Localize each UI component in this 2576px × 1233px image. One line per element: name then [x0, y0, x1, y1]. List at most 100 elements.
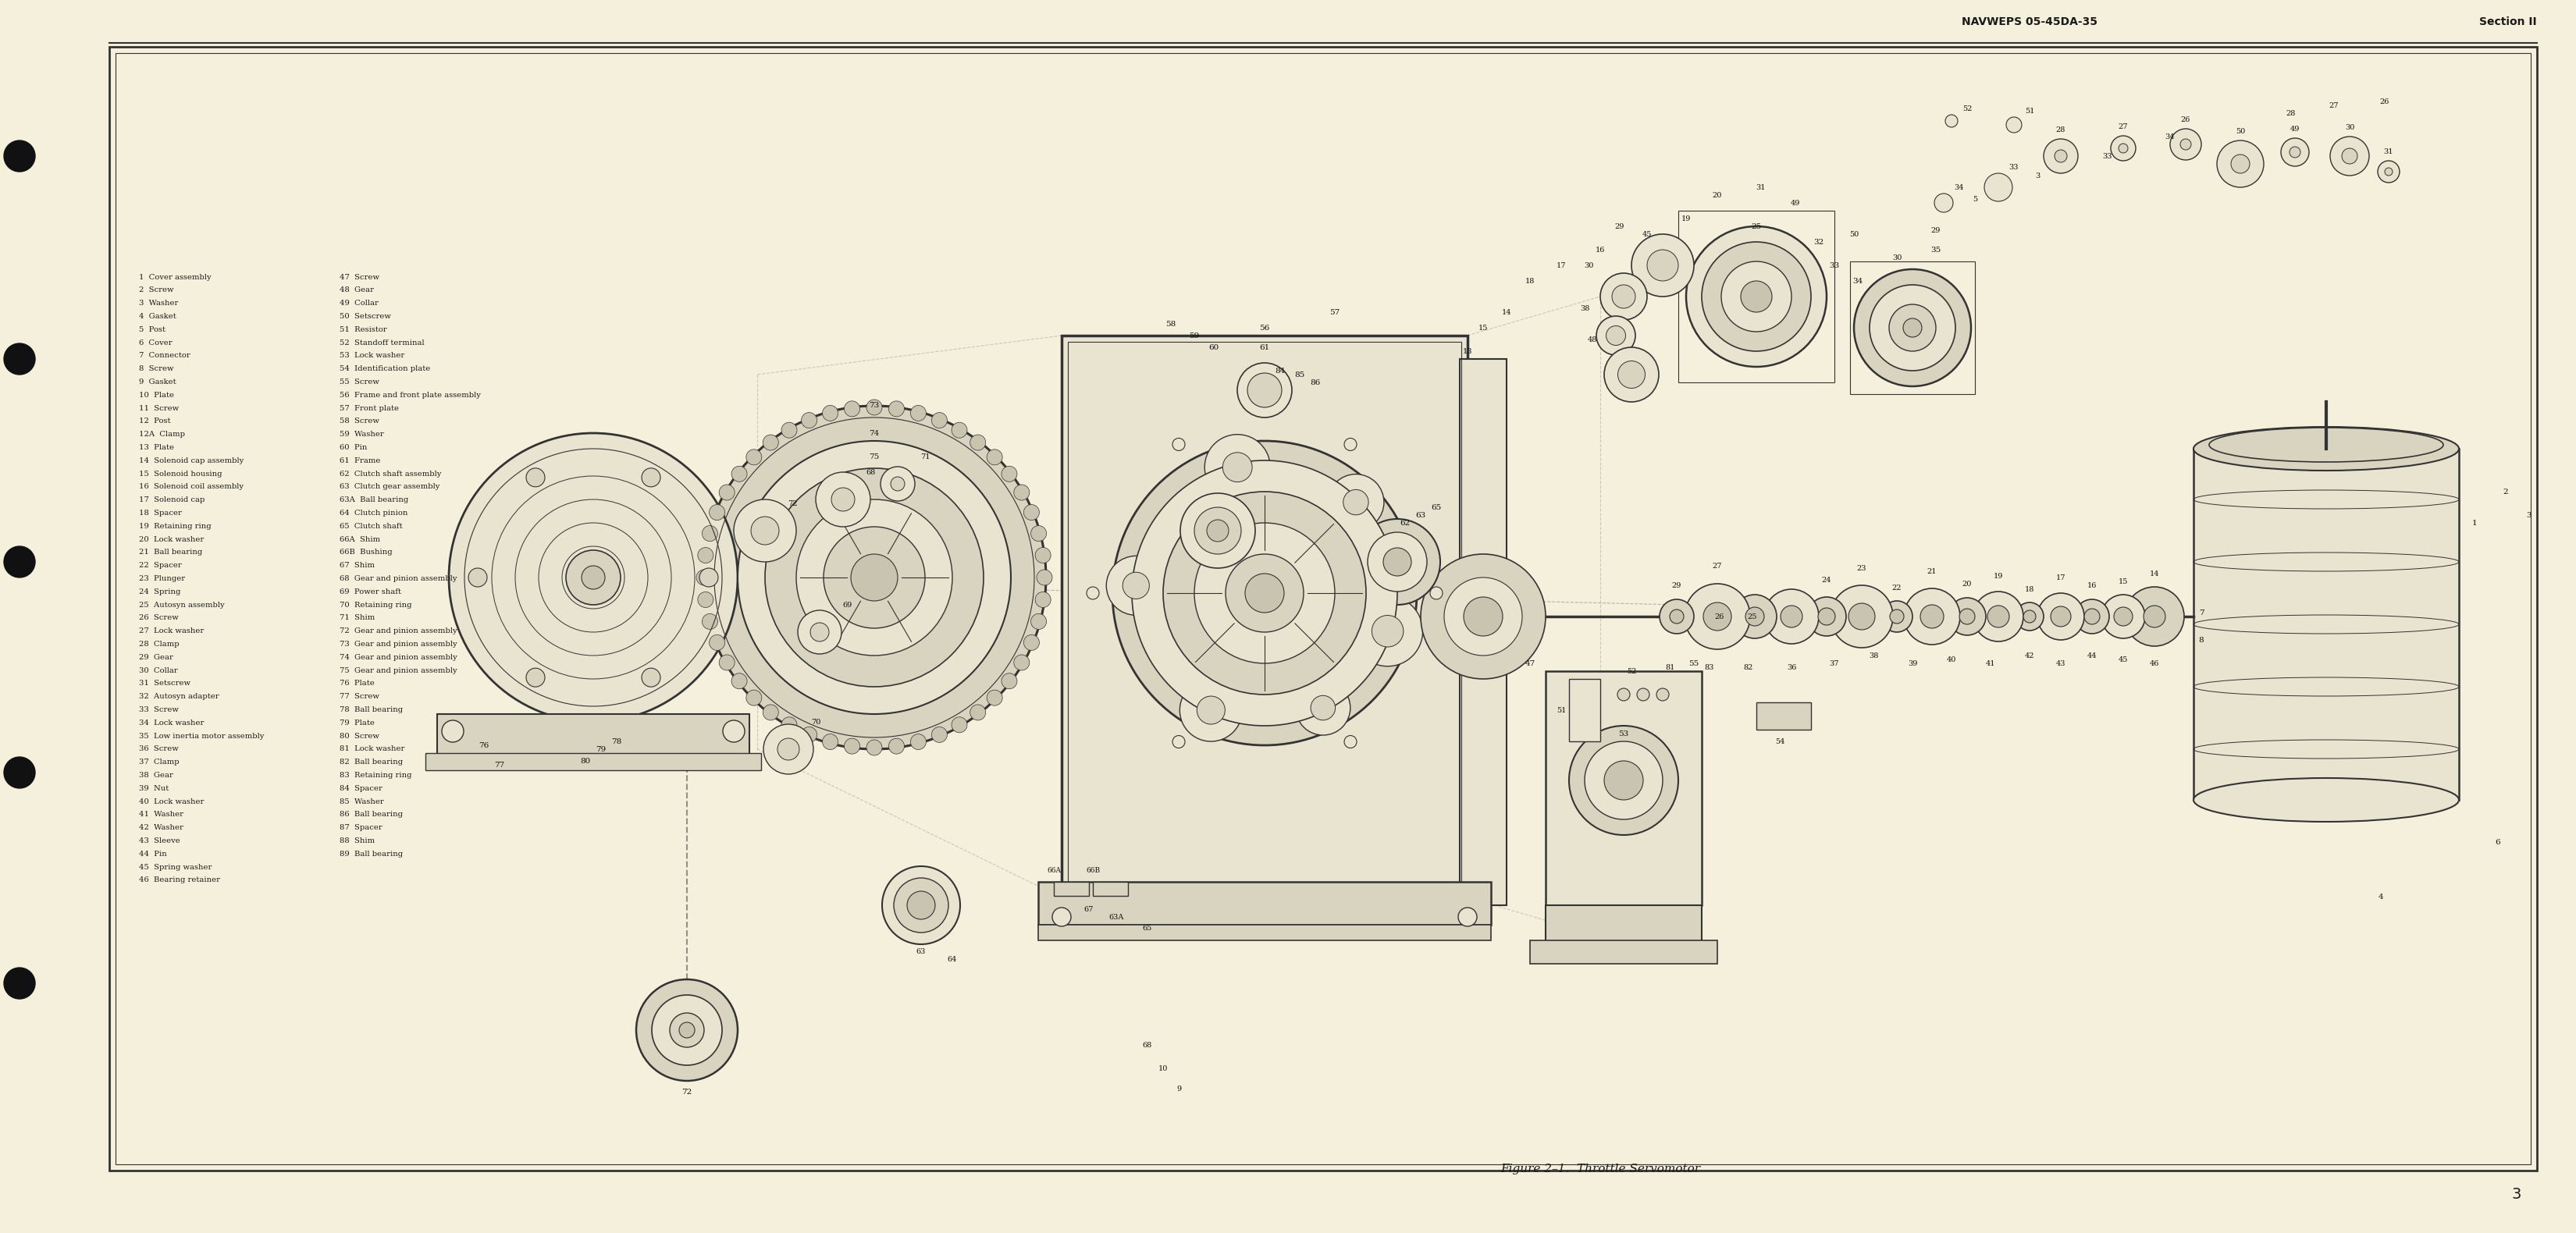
Circle shape [845, 739, 860, 753]
Text: 5: 5 [1973, 196, 1978, 202]
Text: 65  Clutch shaft: 65 Clutch shaft [340, 523, 402, 530]
Circle shape [1036, 547, 1051, 563]
Text: 16: 16 [2087, 582, 2097, 589]
Circle shape [907, 891, 935, 920]
Circle shape [1605, 326, 1625, 345]
Text: 59  Washer: 59 Washer [340, 430, 384, 438]
Circle shape [1105, 556, 1167, 615]
Text: 43: 43 [2056, 660, 2066, 667]
Circle shape [1172, 736, 1185, 748]
Text: 9  Gasket: 9 Gasket [139, 379, 175, 386]
Bar [1757, 703, 1811, 730]
Circle shape [822, 734, 837, 750]
Text: 15  Solenoid housing: 15 Solenoid housing [139, 470, 222, 477]
Circle shape [708, 504, 724, 520]
Text: 73  Gear and pinion assembly: 73 Gear and pinion assembly [340, 641, 456, 647]
Text: 22: 22 [1891, 584, 1901, 591]
Text: 69  Power shaft: 69 Power shaft [340, 588, 402, 596]
Text: 26: 26 [2380, 97, 2391, 105]
Circle shape [1123, 572, 1149, 599]
Text: 33  Screw: 33 Screw [139, 707, 178, 713]
Circle shape [1584, 741, 1662, 820]
Circle shape [933, 726, 948, 742]
Circle shape [1685, 583, 1749, 650]
Circle shape [1819, 608, 1834, 625]
Text: 34: 34 [1955, 184, 1963, 191]
Circle shape [881, 466, 914, 501]
Circle shape [1891, 609, 1904, 624]
Circle shape [1631, 234, 1695, 297]
Text: 17: 17 [2056, 575, 2066, 581]
Circle shape [951, 718, 966, 732]
Circle shape [1352, 596, 1422, 666]
Circle shape [2169, 128, 2202, 160]
Text: 46  Bearing retainer: 46 Bearing retainer [139, 877, 219, 884]
Circle shape [1087, 587, 1100, 599]
Text: 86  Ball bearing: 86 Ball bearing [340, 811, 402, 817]
Circle shape [889, 739, 904, 753]
Circle shape [701, 568, 719, 587]
Text: 81: 81 [1667, 663, 1674, 671]
Text: 89  Ball bearing: 89 Ball bearing [340, 851, 402, 857]
Circle shape [1870, 285, 1955, 371]
Text: 67: 67 [1084, 905, 1095, 912]
Text: 64: 64 [948, 957, 958, 963]
Circle shape [1198, 697, 1226, 724]
Bar [1061, 335, 1468, 898]
Text: 19  Retaining ring: 19 Retaining ring [139, 523, 211, 530]
Circle shape [641, 668, 659, 687]
Text: 33: 33 [2009, 164, 2020, 170]
Circle shape [732, 466, 747, 482]
Bar [1461, 359, 1507, 905]
Text: 27: 27 [2329, 102, 2339, 109]
Circle shape [781, 718, 796, 732]
Text: 56  Frame and front plate assembly: 56 Frame and front plate assembly [340, 392, 482, 398]
Circle shape [762, 435, 778, 450]
Text: 88  Shim: 88 Shim [340, 837, 374, 845]
Text: 65: 65 [1432, 504, 1443, 510]
Circle shape [1172, 438, 1185, 450]
Text: 46: 46 [2148, 660, 2159, 667]
Text: 12  Post: 12 Post [139, 418, 170, 424]
Circle shape [1618, 688, 1631, 700]
Text: 1  Cover assembly: 1 Cover assembly [139, 274, 211, 281]
Circle shape [1236, 363, 1293, 418]
Text: 83: 83 [1705, 663, 1716, 671]
Text: 39: 39 [1909, 660, 1917, 667]
Circle shape [1765, 589, 1819, 644]
Circle shape [1002, 673, 1018, 689]
Circle shape [889, 401, 904, 417]
Circle shape [448, 433, 737, 721]
Text: 73: 73 [868, 402, 878, 409]
Bar [1850, 261, 1976, 395]
Text: 13  Plate: 13 Plate [139, 444, 175, 451]
Circle shape [5, 141, 36, 171]
Circle shape [2385, 168, 2393, 175]
Circle shape [5, 343, 36, 375]
Circle shape [1244, 573, 1283, 613]
Text: 34  Lock washer: 34 Lock washer [139, 719, 204, 726]
Circle shape [1636, 688, 1649, 700]
Ellipse shape [2195, 427, 2460, 471]
Text: 6: 6 [2496, 840, 2501, 846]
Circle shape [1780, 605, 1803, 628]
Text: 10: 10 [1159, 1065, 1167, 1073]
Text: 53: 53 [1618, 730, 1628, 737]
Circle shape [987, 690, 1002, 705]
Circle shape [1002, 466, 1018, 482]
Text: 21: 21 [1927, 567, 1937, 575]
Text: 49  Collar: 49 Collar [340, 300, 379, 307]
Text: 72: 72 [788, 499, 796, 507]
Text: 66B: 66B [1084, 867, 1100, 874]
Text: 75: 75 [868, 453, 878, 460]
Text: 62: 62 [1399, 519, 1409, 526]
Text: 28  Clamp: 28 Clamp [139, 641, 180, 647]
Text: 25  Autosyn assembly: 25 Autosyn assembly [139, 602, 224, 608]
Text: 48: 48 [1587, 335, 1597, 343]
Text: 72: 72 [683, 1089, 693, 1096]
Text: 75  Gear and pinion assembly: 75 Gear and pinion assembly [340, 667, 456, 674]
Text: 64  Clutch pinion: 64 Clutch pinion [340, 509, 407, 517]
Circle shape [1023, 504, 1038, 520]
Bar [1038, 882, 1492, 925]
Circle shape [1646, 250, 1680, 281]
